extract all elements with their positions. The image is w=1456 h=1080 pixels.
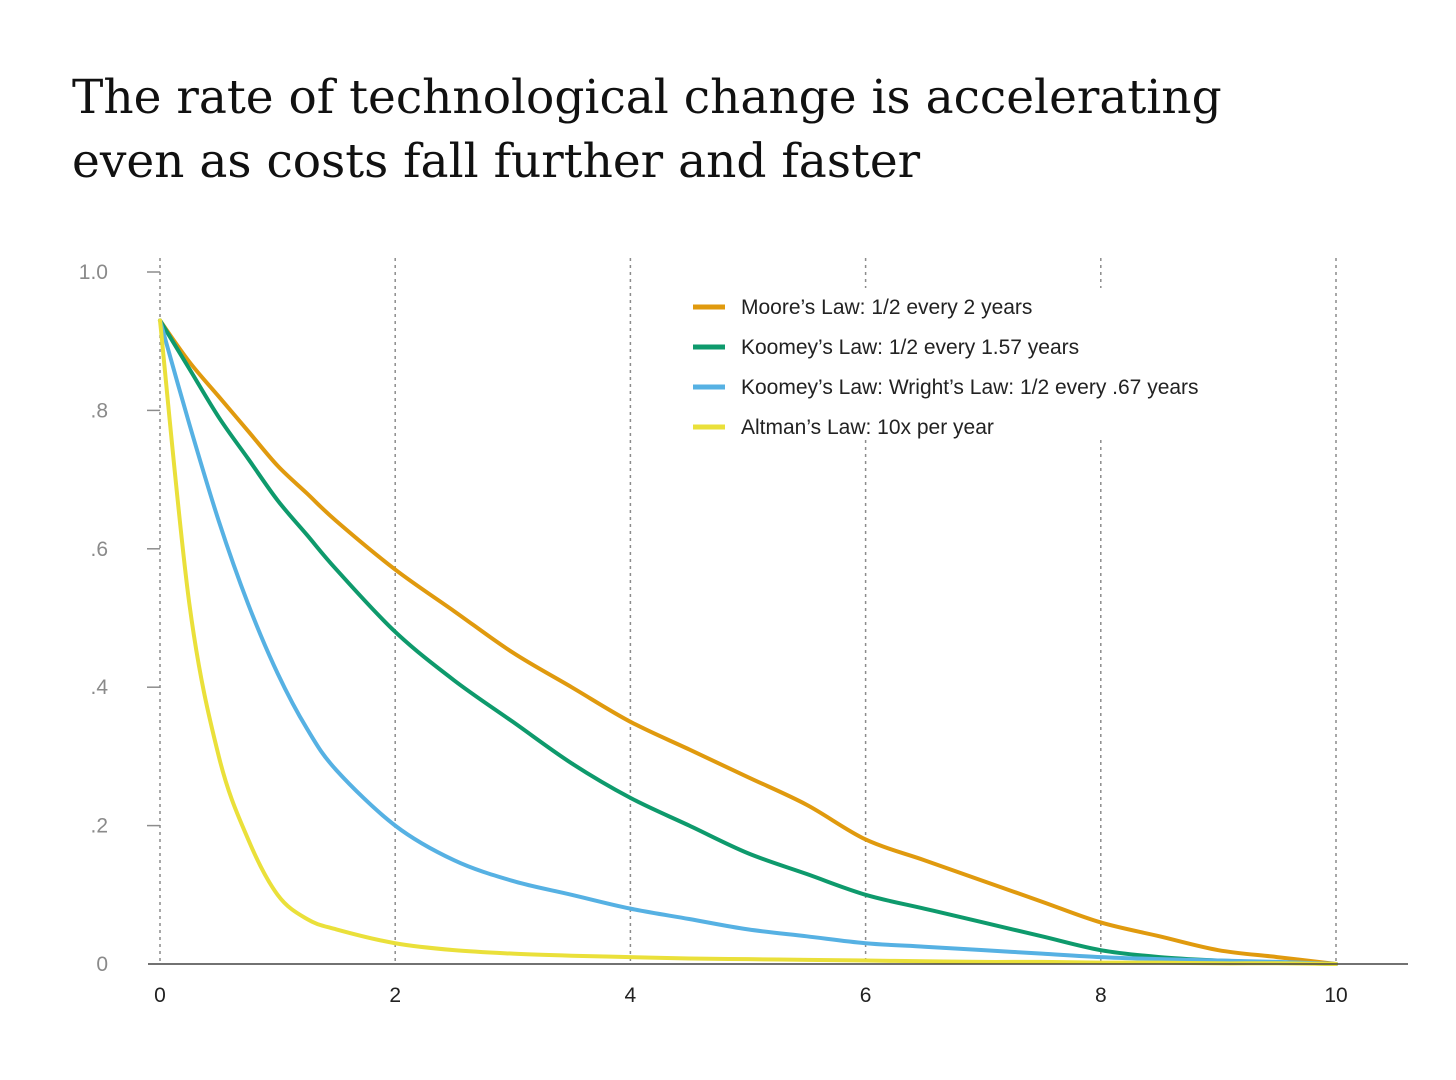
- legend-background: [684, 288, 1284, 440]
- axes: 0 2 4 6 8 10 0 .2 .4 .6 .8 1.0: [79, 261, 1408, 1007]
- legend-label-1: Moore’s Law: 1/2 every 2 years: [741, 296, 1032, 319]
- series-line-3: [158, 318, 1338, 966]
- x-tick-label: 4: [625, 984, 637, 1007]
- y-tick-label: 0: [96, 953, 108, 976]
- series-line-1: [158, 318, 1338, 966]
- legend: Moore’s Law: 1/2 every 2 years Koomey’s L…: [693, 296, 1199, 439]
- chart-title: The rate of technological change is acce…: [72, 66, 1372, 194]
- y-tick-label: 1.0: [79, 261, 108, 284]
- x-tick-label: 6: [860, 984, 872, 1007]
- chart-title-line-2: even as costs fall further and faster: [72, 134, 921, 189]
- x-tick-label: 8: [1095, 984, 1107, 1007]
- y-tick-label: .4: [90, 676, 108, 699]
- x-tick-label: 10: [1324, 984, 1347, 1007]
- x-tick-label: 0: [154, 984, 166, 1007]
- legend-label-2: Koomey’s Law: 1/2 every 1.57 years: [741, 336, 1079, 359]
- y-tick-label: .6: [90, 538, 108, 561]
- series-lines: [158, 318, 1338, 966]
- y-tick-label: .2: [90, 815, 108, 838]
- series-line-2: [158, 318, 1338, 966]
- legend-backing: [684, 288, 1284, 440]
- chart-title-line-1: The rate of technological change is acce…: [72, 70, 1222, 125]
- x-tick-label: 2: [389, 984, 401, 1007]
- y-tick-label: .8: [90, 399, 108, 422]
- grid-lines: [159, 258, 1337, 964]
- series-line-4: [158, 318, 1338, 966]
- legend-label-4: Altman’s Law: 10x per year: [741, 416, 994, 439]
- legend-label-3: Koomey’s Law: Wright’s Law: 1/2 every .6…: [741, 376, 1199, 399]
